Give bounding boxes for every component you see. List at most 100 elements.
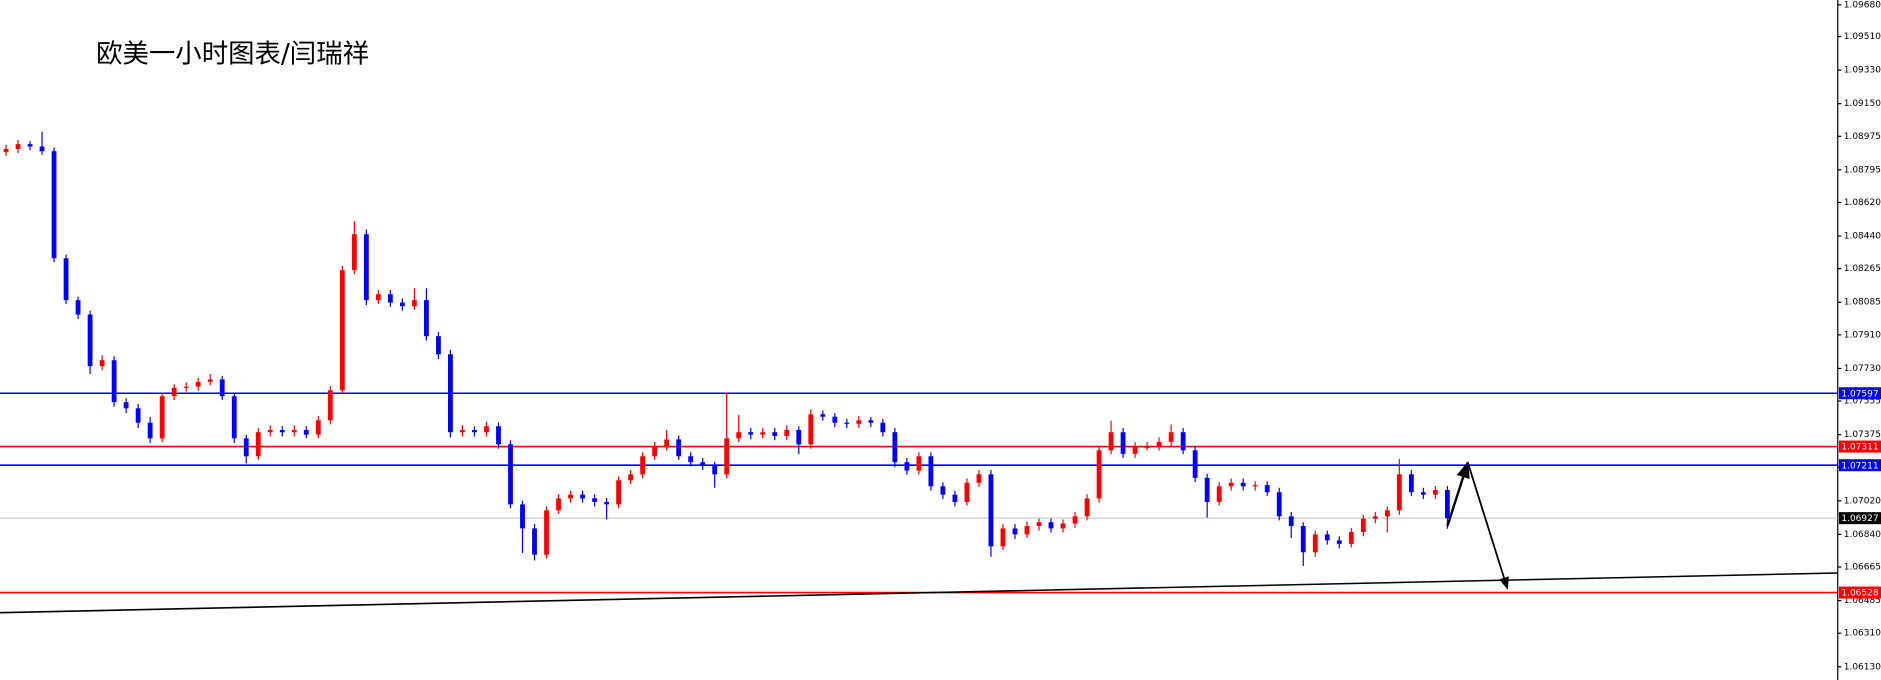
candle-body: [291, 429, 297, 433]
candle-body: [772, 432, 778, 436]
candle-body: [544, 510, 549, 555]
candle-body: [1384, 510, 1390, 517]
candle-body: [1168, 432, 1174, 442]
candle-body: [351, 234, 357, 271]
projection-arrow: [1466, 462, 1509, 590]
candle-body: [219, 379, 225, 397]
candle-body: [436, 336, 441, 355]
candle-body: [1420, 492, 1426, 495]
level-label: 1.07597: [1841, 389, 1878, 399]
candle-body: [496, 426, 501, 445]
candle-body: [1432, 490, 1438, 495]
y-tick-label: 1.07730: [1844, 364, 1881, 374]
candle-body: [784, 429, 790, 436]
candle-body: [111, 360, 117, 403]
candle-body: [1240, 482, 1246, 487]
candle-body: [1120, 432, 1126, 454]
candle-body: [808, 414, 814, 445]
level-label: 1.07211: [1841, 461, 1878, 471]
candle-body: [1108, 432, 1114, 451]
candle-body: [604, 501, 609, 505]
candle-body: [844, 422, 850, 424]
candle-body: [1144, 446, 1150, 448]
candle-body: [1156, 441, 1162, 447]
candle-body: [508, 444, 513, 505]
trend-line: [0, 572, 1838, 614]
candle-body: [1312, 534, 1318, 553]
candle-body: [75, 300, 81, 315]
candle-body: [424, 300, 429, 337]
candle-body: [1228, 482, 1234, 487]
level-label: 1.07311: [1841, 443, 1878, 453]
candle-body: [964, 482, 970, 502]
candle-body: [1324, 534, 1330, 541]
candle-body: [880, 422, 886, 433]
candle-body: [1084, 498, 1090, 517]
candle-body: [916, 456, 922, 471]
level-label-box: [1838, 459, 1881, 472]
candle-body: [1132, 446, 1138, 454]
candle-body: [892, 432, 898, 463]
candle-body: [472, 429, 477, 433]
candle-body: [1276, 492, 1282, 517]
level-label-box: [1838, 387, 1881, 400]
y-tick-label: 1.06485: [1844, 596, 1881, 606]
y-tick-label: 1.06840: [1844, 530, 1881, 540]
candle-body: [724, 438, 730, 475]
candle-body: [700, 462, 706, 466]
candle-body: [363, 234, 369, 301]
candle-body: [868, 420, 874, 423]
candle-body: [387, 294, 393, 303]
candle-body: [375, 294, 381, 301]
candle-body: [171, 387, 177, 397]
candle-body: [592, 498, 597, 502]
candle-body: [952, 494, 958, 502]
candle-body: [1336, 540, 1342, 544]
candle-body: [1288, 516, 1294, 526]
candle-body: [940, 486, 946, 495]
y-tick-label: 1.07910: [1844, 330, 1881, 340]
candle-body: [1096, 450, 1102, 499]
candle-body: [712, 465, 718, 475]
candle-body: [1408, 474, 1414, 493]
level-label-box: [1838, 440, 1881, 453]
candle-body: [207, 379, 213, 382]
candle-body: [1024, 525, 1030, 535]
candle-body: [1072, 516, 1078, 524]
y-tick-label: 1.07020: [1844, 496, 1881, 506]
candle-body: [1372, 516, 1378, 519]
candle-body: [1012, 528, 1018, 535]
candle-body: [1300, 525, 1306, 553]
candle-body: [63, 258, 69, 301]
candle-body: [580, 494, 585, 499]
candle-body: [279, 429, 285, 433]
candle-body: [760, 432, 766, 435]
candle-body: [484, 426, 489, 433]
level-label-box: [1838, 512, 1881, 525]
candle-body: [267, 429, 273, 433]
projection-arrow: [1446, 460, 1470, 527]
candle-body: [688, 456, 694, 463]
y-tick-label: 1.09680: [1844, 0, 1881, 10]
candle-body: [556, 498, 561, 511]
candle-body: [568, 494, 573, 499]
candle-body: [616, 480, 621, 505]
candle-body: [1396, 474, 1402, 511]
candle-body: [1000, 528, 1006, 547]
candle-body: [327, 390, 333, 421]
y-tick-label: 1.07375: [1844, 430, 1881, 440]
candle-body: [640, 456, 646, 475]
candle-body: [135, 408, 141, 423]
candle-body: [243, 438, 249, 457]
candle-body: [1444, 490, 1450, 519]
candle-body: [676, 439, 682, 457]
y-tick-label: 1.08085: [1844, 298, 1881, 308]
y-tick-label: 1.08265: [1844, 264, 1881, 274]
candle-body: [411, 300, 417, 307]
level-label: 1.06528: [1841, 589, 1878, 599]
candle-body: [51, 151, 57, 259]
candle-body: [820, 414, 826, 417]
candle-body: [123, 402, 129, 409]
chart-title: 欧美一小时图表/闫瑞祥: [96, 38, 369, 69]
